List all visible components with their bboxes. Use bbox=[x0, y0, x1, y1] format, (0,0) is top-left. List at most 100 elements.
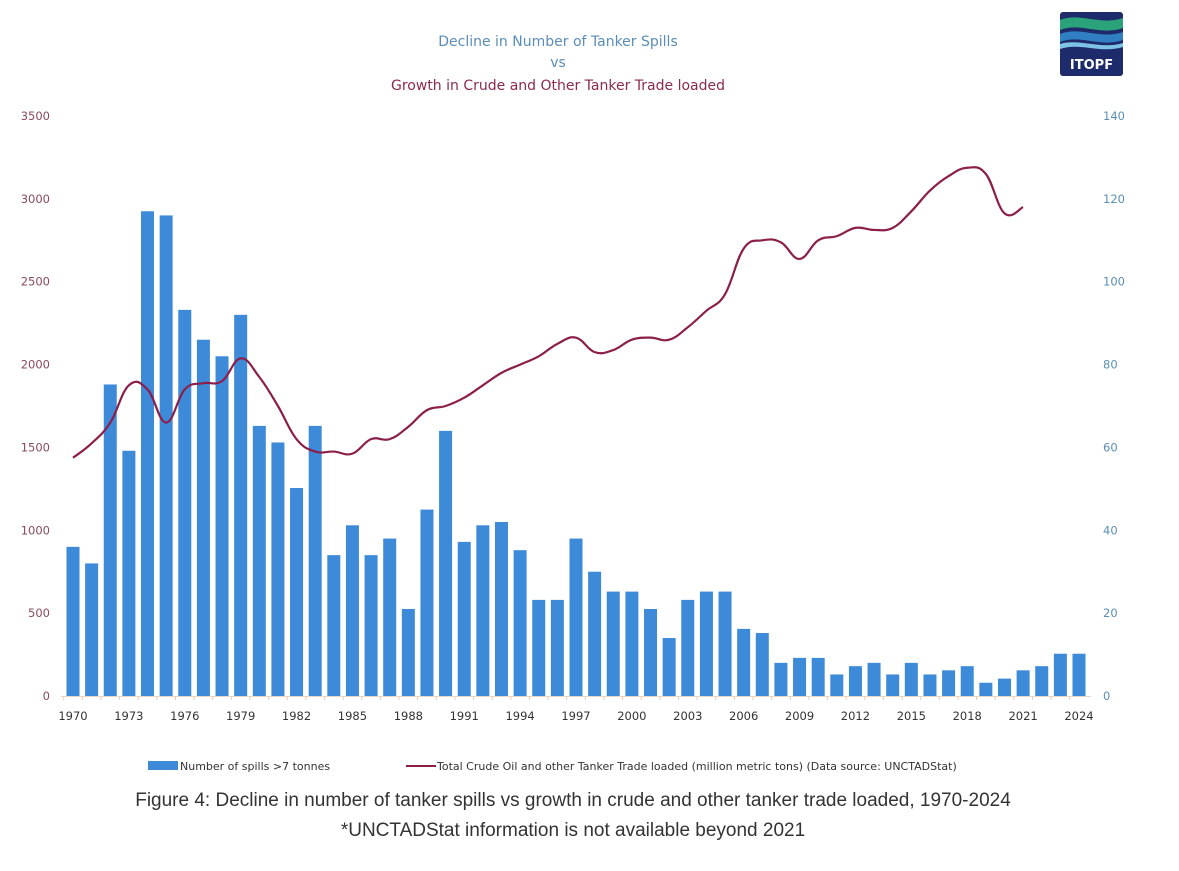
bar-2010 bbox=[811, 657, 825, 696]
legend: Number of spills >7 tonnes Total Crude O… bbox=[148, 760, 957, 773]
x-tick-label: 2003 bbox=[673, 709, 702, 723]
bar-1998 bbox=[588, 571, 602, 696]
bar-2009 bbox=[793, 657, 807, 696]
bar-1977 bbox=[196, 339, 210, 696]
left-tick-label: 2000 bbox=[21, 358, 50, 372]
left-tick-label: 1000 bbox=[21, 523, 50, 537]
x-tick-label: 2024 bbox=[1064, 709, 1093, 723]
x-tick-label: 2000 bbox=[617, 709, 646, 723]
bar-2006 bbox=[737, 628, 751, 696]
bar-1980 bbox=[252, 425, 266, 696]
bar-1988 bbox=[401, 609, 415, 696]
bar-1976 bbox=[178, 309, 192, 696]
x-tick-label: 1991 bbox=[450, 709, 479, 723]
bar-1978 bbox=[215, 356, 229, 696]
x-tick-label: 2015 bbox=[897, 709, 926, 723]
bar-2018 bbox=[960, 666, 974, 696]
left-tick-label: 0 bbox=[43, 689, 50, 703]
x-tick-label: 1970 bbox=[58, 709, 87, 723]
chart-title-line-1: Decline in Number of Tanker Spills bbox=[438, 34, 678, 50]
bar-2013 bbox=[867, 662, 881, 696]
bar-1973 bbox=[122, 450, 136, 696]
figure-footnote: *UNCTADStat information is not available… bbox=[340, 820, 806, 841]
right-tick-label: 100 bbox=[1103, 275, 1125, 289]
bar-1974 bbox=[141, 211, 155, 697]
left-tick-label: 1500 bbox=[21, 440, 50, 454]
trade-line-series bbox=[72, 166, 1024, 459]
bar-2017 bbox=[942, 670, 956, 696]
bar-1975 bbox=[159, 215, 173, 696]
right-tick-label: 80 bbox=[1103, 358, 1118, 372]
x-tick-label: 1982 bbox=[282, 709, 311, 723]
bar-2003 bbox=[681, 599, 695, 696]
bar-2000 bbox=[625, 591, 639, 696]
bar-1981 bbox=[271, 442, 285, 696]
legend-bar-swatch bbox=[148, 761, 178, 770]
bar-2021 bbox=[1016, 670, 1030, 696]
bar-1996 bbox=[550, 599, 564, 696]
right-axis: 0 20 40 60 80 100 120 140 bbox=[1103, 109, 1125, 703]
bar-2020 bbox=[997, 678, 1011, 696]
chart-title-line-2: vs bbox=[550, 55, 566, 71]
bar-2012 bbox=[848, 666, 862, 696]
x-tick-label: 2021 bbox=[1008, 709, 1037, 723]
logo-wave-teal bbox=[1060, 17, 1123, 31]
left-axis: 0 500 1000 1500 2000 2500 3000 3500 bbox=[21, 109, 50, 703]
bar-1994 bbox=[513, 550, 527, 696]
bar-2005 bbox=[718, 591, 732, 696]
left-tick-label: 3000 bbox=[21, 192, 50, 206]
left-tick-label: 2500 bbox=[21, 275, 50, 289]
figure-caption: Figure 4: Decline in number of tanker sp… bbox=[135, 790, 1011, 811]
bar-1971 bbox=[85, 563, 99, 696]
x-tick-label: 1976 bbox=[170, 709, 199, 723]
bar-1993 bbox=[494, 522, 508, 696]
bar-1991 bbox=[457, 541, 471, 696]
bar-series bbox=[66, 211, 1086, 697]
bar-2001 bbox=[644, 609, 658, 696]
bar-1972 bbox=[103, 384, 117, 696]
x-tick-label: 1979 bbox=[226, 709, 255, 723]
bar-2007 bbox=[755, 633, 769, 696]
logo-text: ITOPF bbox=[1070, 58, 1113, 73]
left-tick-label: 500 bbox=[28, 606, 50, 620]
right-tick-label: 60 bbox=[1103, 440, 1118, 454]
bar-2011 bbox=[830, 674, 844, 696]
bar-2019 bbox=[979, 682, 993, 696]
bar-1992 bbox=[476, 525, 490, 696]
bar-1987 bbox=[383, 538, 397, 696]
bar-1999 bbox=[606, 591, 620, 696]
bar-1985 bbox=[345, 525, 359, 696]
bar-1997 bbox=[569, 538, 583, 696]
bar-2024 bbox=[1072, 653, 1086, 696]
right-tick-label: 40 bbox=[1103, 523, 1118, 537]
chart-title-line-3: Growth in Crude and Other Tanker Trade l… bbox=[391, 78, 725, 94]
bar-1970 bbox=[66, 546, 80, 696]
x-tick-label: 1994 bbox=[505, 709, 534, 723]
bar-2002 bbox=[662, 638, 676, 696]
x-tick-label: 1973 bbox=[114, 709, 143, 723]
bar-1982 bbox=[290, 488, 304, 696]
bar-1989 bbox=[420, 509, 434, 696]
bar-1986 bbox=[364, 555, 378, 696]
x-tick-label: 2009 bbox=[785, 709, 814, 723]
logo-wave-light bbox=[1060, 42, 1123, 50]
x-tick-label: 2018 bbox=[953, 709, 982, 723]
itopf-logo: ITOPF bbox=[1060, 12, 1123, 76]
bar-1984 bbox=[327, 555, 341, 696]
bar-2004 bbox=[699, 591, 713, 696]
bar-1990 bbox=[439, 430, 453, 696]
x-axis: 1970 1973 1976 1979 1982 1985 1988 1991 1994 1997… bbox=[58, 696, 1094, 723]
bar-1979 bbox=[234, 314, 248, 696]
right-tick-label: 120 bbox=[1103, 192, 1125, 206]
right-tick-label: 140 bbox=[1103, 109, 1125, 123]
bar-2014 bbox=[886, 674, 900, 696]
bar-2008 bbox=[774, 662, 788, 696]
bar-2016 bbox=[923, 674, 937, 696]
bar-2022 bbox=[1035, 666, 1049, 696]
right-tick-label: 0 bbox=[1103, 689, 1110, 703]
left-tick-label: 3500 bbox=[21, 109, 50, 123]
legend-bar-label: Number of spills >7 tonnes bbox=[180, 760, 330, 773]
combo-chart: Decline in Number of Tanker Spills vs Gr… bbox=[21, 34, 1125, 773]
x-tick-label: 1985 bbox=[338, 709, 367, 723]
chart-title: Decline in Number of Tanker Spills vs Gr… bbox=[391, 34, 725, 94]
